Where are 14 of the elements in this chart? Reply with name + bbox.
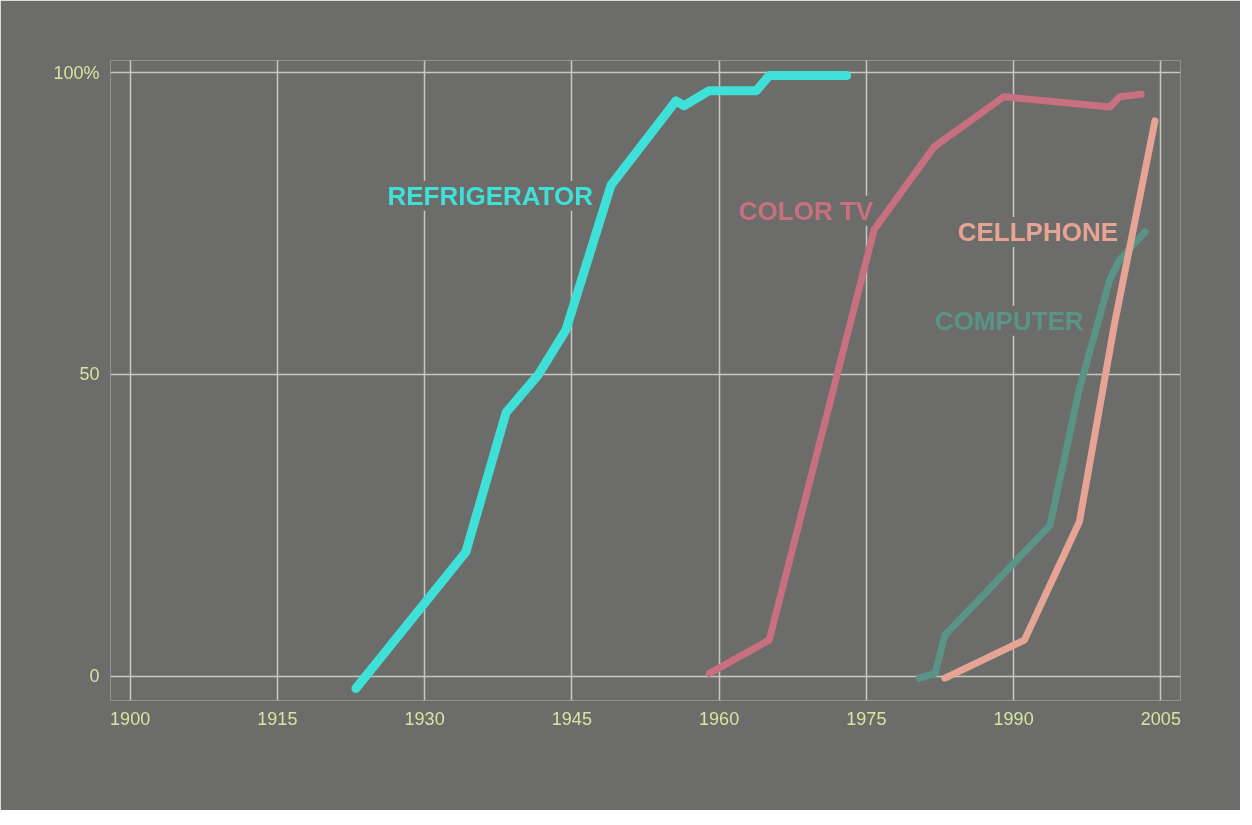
x-tick-label: 2005 bbox=[1140, 708, 1181, 729]
y-tick-label: 0 bbox=[89, 666, 100, 687]
x-tick-label: 1930 bbox=[404, 708, 445, 729]
series-label: REFRIGERATOR bbox=[387, 180, 594, 211]
y-tick-label: 50 bbox=[79, 364, 100, 385]
series-label: CELLPHONE bbox=[957, 216, 1119, 247]
x-tick-label: 1990 bbox=[993, 708, 1034, 729]
series-label: COLOR TV bbox=[738, 195, 874, 226]
y-tick-label: 100% bbox=[53, 62, 100, 83]
x-tick-label: 1915 bbox=[257, 708, 298, 729]
x-tick-label: 1900 bbox=[110, 708, 151, 729]
x-tick-label: 1945 bbox=[551, 708, 592, 729]
x-tick-label: 1960 bbox=[699, 708, 740, 729]
x-tick-label: 1975 bbox=[846, 708, 887, 729]
